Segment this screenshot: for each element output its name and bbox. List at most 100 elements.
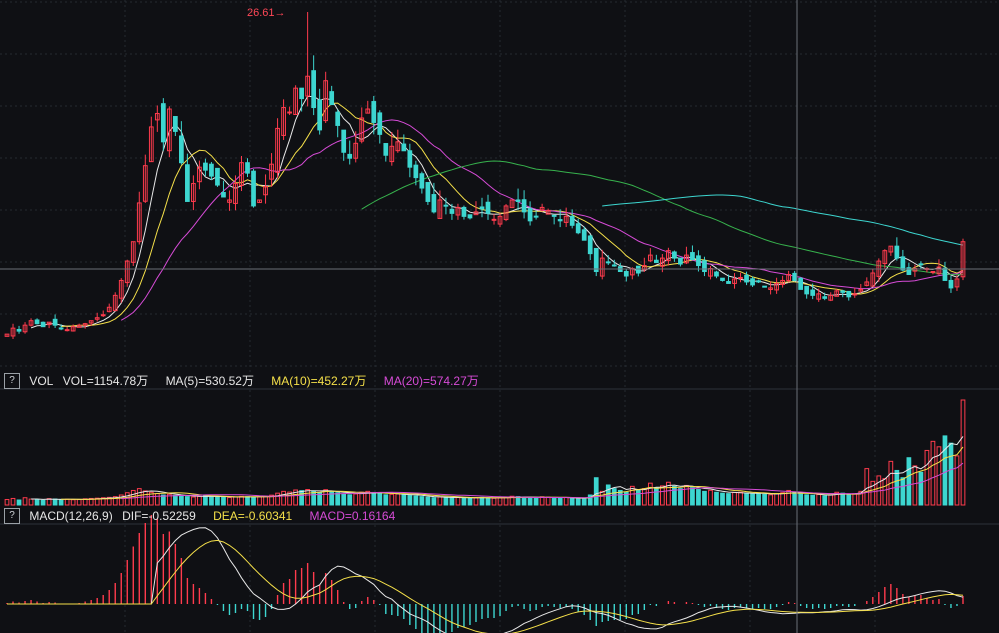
- macd-indicator-name[interactable]: MACD(12,26,9): [29, 508, 113, 523]
- price-candle-89: [539, 203, 545, 212]
- price-candle-48: [293, 85, 298, 115]
- volume-moving-averages: [31, 436, 964, 500]
- price-candle-body-122: [738, 276, 743, 279]
- volume-ma5-value: MA(5)=530.52万: [165, 373, 254, 388]
- price-candle-33: [203, 158, 208, 177]
- volume-bar-90: [545, 496, 551, 506]
- price-candle-13: [82, 322, 88, 329]
- volume-bar-89: [539, 496, 545, 506]
- price-candle-body-29: [179, 135, 184, 164]
- volume-bar-106: [641, 488, 647, 506]
- price-candle-body-52: [317, 99, 323, 131]
- price-candle-12: [76, 323, 82, 328]
- volume-ma10-value: MA(10)=452.27万: [271, 373, 367, 388]
- volume-bar-87: [527, 497, 533, 506]
- volume-bar-53: [323, 489, 329, 506]
- price-candle-body-113: [684, 254, 689, 264]
- price-candle-body-87: [527, 208, 533, 222]
- price-candle-body-124: [750, 278, 755, 286]
- price-candle-7: [46, 321, 52, 329]
- price-candle-149: [900, 249, 906, 272]
- volume-bar-28: [172, 494, 178, 506]
- price-candle-body-59: [359, 117, 365, 142]
- volume-help-icon[interactable]: ?: [4, 372, 20, 389]
- price-candle-123: [744, 271, 749, 286]
- volume-bar-0: [4, 499, 10, 506]
- price-candle-body-105: [635, 265, 641, 274]
- price-candle-body-140: [846, 290, 852, 298]
- volume-bar-68: [413, 495, 419, 506]
- volume-bar-132: [798, 493, 804, 506]
- price-candle-body-54: [329, 91, 335, 106]
- price-candle-body-127: [768, 287, 773, 290]
- macd-dif-dea-lines: [7, 527, 964, 633]
- price-candle-body-146: [882, 250, 888, 265]
- price-candle-body-103: [623, 271, 629, 277]
- macd-help-icon[interactable]: ?: [4, 507, 20, 524]
- price-candle-body-129: [780, 279, 785, 285]
- price-candle-body-72: [437, 199, 443, 219]
- price-candle-body-100: [605, 261, 611, 264]
- price-candle-126: [762, 285, 767, 288]
- price-candle-54: [329, 85, 335, 106]
- price-candle-67: [407, 143, 413, 178]
- volume-bar-72: [437, 496, 443, 506]
- price-candle-92: [557, 209, 563, 228]
- price-candle-body-5: [34, 319, 40, 325]
- price-candle-body-84: [509, 199, 515, 209]
- price-candle-body-26: [160, 103, 166, 143]
- price-candle-body-136: [822, 296, 828, 299]
- price-candle-body-159: [960, 241, 966, 278]
- volume-bar-18: [112, 496, 118, 506]
- price-candle-159: [960, 238, 966, 281]
- price-candle-body-69: [419, 173, 425, 189]
- price-candle-body-82: [497, 215, 503, 225]
- volume-indicator-name[interactable]: VOL: [29, 373, 54, 388]
- volume-bar-43: [263, 495, 268, 506]
- price-candle-130: [786, 270, 791, 283]
- price-candle-117: [708, 265, 713, 280]
- volume-bar-86: [521, 496, 527, 506]
- price-candle-94: [569, 209, 575, 229]
- price-candle-6: [40, 321, 46, 328]
- price-candle-84: [509, 199, 515, 209]
- price-candle-body-33: [203, 162, 208, 171]
- price-candle-156: [942, 261, 948, 281]
- price-candle-98: [593, 247, 599, 277]
- volume-bar-78: [473, 497, 479, 506]
- price-candle-body-51: [311, 70, 317, 109]
- volume-bar-113: [684, 484, 689, 506]
- price-candle-body-50: [305, 75, 310, 97]
- price-candle-118: [714, 270, 719, 279]
- volume-bar-15: [94, 497, 100, 506]
- volume-bars: [4, 399, 966, 506]
- price-candle-body-149: [900, 256, 906, 271]
- volume-bar-80: [485, 497, 491, 506]
- volume-bar-61: [371, 491, 377, 506]
- volume-bar-99: [599, 490, 605, 506]
- price-candle-119: [720, 277, 725, 282]
- price-candle-body-111: [672, 251, 677, 259]
- volume-bar-50: [305, 489, 310, 506]
- volume-bar-122: [738, 491, 743, 506]
- price-candle-102: [617, 262, 623, 273]
- price-candle-body-74: [449, 208, 455, 214]
- price-candle-43: [263, 174, 268, 204]
- price-candle-body-143: [864, 281, 870, 286]
- price-candle-body-36: [221, 192, 226, 198]
- price-candle-body-47: [287, 111, 292, 114]
- price-candle-body-110: [666, 250, 671, 262]
- volume-bar-109: [660, 485, 665, 506]
- price-candle-46: [281, 99, 286, 140]
- price-candle-body-2: [16, 328, 22, 332]
- price-candle-body-35: [215, 167, 220, 186]
- volume-bar-88: [533, 497, 539, 506]
- price-candle-body-53: [323, 80, 329, 122]
- volume-bar-142: [858, 490, 864, 506]
- volume-bar-102: [617, 489, 623, 506]
- price-candle-97: [587, 234, 593, 261]
- price-ma120-line: [602, 194, 964, 246]
- volume-bar-44: [269, 494, 274, 506]
- price-peak-value: 26.61: [247, 7, 275, 19]
